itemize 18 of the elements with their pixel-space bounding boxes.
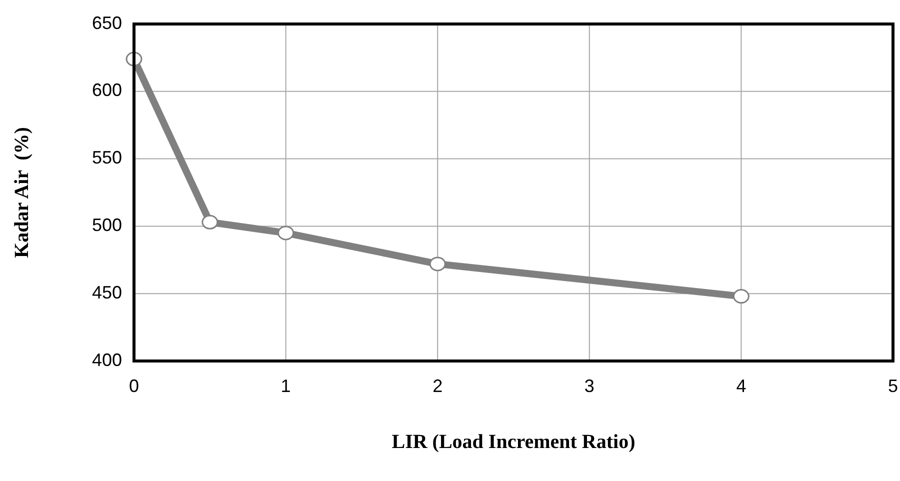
x-axis-title: LIR (Load Increment Ratio) [392,431,636,453]
y-axis-title: Kadar Air (%) [11,127,33,258]
y-tick-label: 450 [92,282,122,302]
y-tick-label: 550 [92,148,122,168]
point [732,289,750,304]
x-tick-label: 4 [736,376,746,396]
x-tick-label: 3 [584,376,594,396]
x-tick-label: 0 [128,376,140,396]
x-tick-label: 1 [280,376,291,396]
y-tick-label: 600 [92,80,122,100]
x-tick-label: 2 [432,376,443,396]
x-tick-label: 5 [888,376,898,396]
point [278,226,294,240]
point [202,214,218,230]
y-tick-label: 500 [92,214,122,235]
y-tick-label: 650 [92,12,122,33]
y-tick-label: 400 [92,350,122,370]
point [429,256,446,272]
